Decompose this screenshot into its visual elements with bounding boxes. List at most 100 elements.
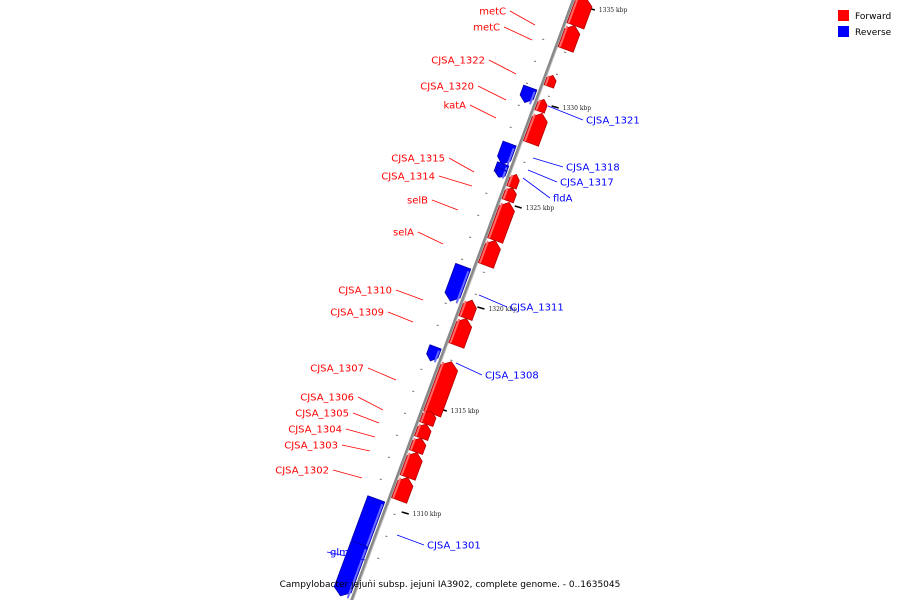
gene-label-2[interactable]: CJSA_1322 — [431, 56, 517, 75]
minor-tick — [468, 236, 472, 239]
gene-body — [333, 540, 369, 597]
gene-arrow[interactable] — [566, 0, 593, 30]
gene-arrow[interactable] — [477, 239, 501, 269]
gene-label-0[interactable]: metC — [479, 7, 536, 26]
gene-label-8[interactable]: fldA — [522, 177, 573, 205]
gene-arrow[interactable] — [495, 166, 508, 179]
gene-label-7[interactable]: CJSA_1317 — [527, 169, 614, 189]
gene-name: CJSA_1307 — [310, 364, 364, 375]
gene-arrow[interactable] — [408, 437, 427, 456]
gene-name: glmS — [330, 548, 355, 559]
leader-line — [326, 551, 366, 561]
gene-arrow[interactable] — [522, 112, 548, 147]
gene-shade — [410, 438, 416, 451]
gene-arrow[interactable] — [534, 98, 548, 114]
legend-label: Reverse — [855, 28, 892, 38]
gene-arrow[interactable] — [444, 262, 472, 304]
genome-backbone — [350, 0, 576, 600]
leader-line — [527, 169, 558, 183]
gene-arrow[interactable] — [391, 476, 414, 504]
gene-label-22[interactable]: CJSA_1302 — [275, 466, 363, 479]
gene-arrow[interactable] — [501, 187, 517, 204]
gene-arrow[interactable] — [506, 173, 520, 190]
gene-arrow[interactable] — [448, 317, 473, 349]
gene-label-12[interactable]: selA — [393, 228, 444, 245]
legend-swatch — [838, 10, 849, 21]
minor-tick — [485, 192, 488, 195]
leader-line — [332, 469, 363, 479]
tick-label: 1320 kbp — [488, 306, 517, 313]
gene-label-19[interactable]: CJSA_1305 — [295, 409, 380, 424]
leader-line — [352, 412, 380, 424]
gene-shade — [524, 113, 536, 142]
tick-label: 1325 kbp — [526, 205, 555, 212]
gene-shade — [459, 300, 467, 317]
gene-label-6[interactable]: CJSA_1318 — [532, 157, 620, 174]
gene-arrow[interactable] — [497, 140, 517, 167]
legend-item-reverse: Reverse — [838, 26, 892, 38]
minor-tick — [395, 434, 399, 437]
gene-label-23[interactable]: CJSA_1301 — [396, 534, 481, 552]
backbone-highlight — [352, 0, 576, 600]
gene-shade — [449, 318, 460, 344]
gene-label-15[interactable]: CJSA_1309 — [330, 308, 414, 323]
gene-label-13[interactable]: CJSA_1311 — [478, 294, 564, 314]
gene-label-24[interactable]: glmS — [326, 548, 366, 561]
gene-name: CJSA_1306 — [300, 393, 354, 404]
gene-name: CJSA_1304 — [288, 425, 342, 436]
leader-line — [532, 157, 564, 168]
gene-name: CJSA_1309 — [330, 308, 384, 319]
gene-label-20[interactable]: CJSA_1304 — [288, 425, 376, 438]
gene-label-11[interactable]: selB — [407, 196, 459, 211]
minor-tick — [412, 390, 415, 393]
gene-arrow[interactable] — [557, 24, 581, 53]
gene-shade — [558, 25, 569, 48]
tick-mark — [551, 105, 559, 109]
leader-line — [503, 26, 533, 41]
minor-tick — [509, 126, 512, 129]
legend-swatch — [838, 26, 849, 37]
gene-shade — [364, 504, 384, 552]
minor-tick — [368, 579, 372, 582]
gene-name: CJSA_1317 — [560, 178, 614, 189]
gene-label-16[interactable]: CJSA_1308 — [455, 362, 539, 382]
gene-label-10[interactable]: CJSA_1314 — [381, 172, 473, 187]
minor-tick — [420, 368, 423, 371]
gene-shade — [501, 171, 506, 179]
leader-line — [522, 177, 551, 199]
gene-shade — [502, 187, 509, 200]
leader-line — [367, 367, 397, 381]
gene-body — [522, 112, 548, 147]
gene-name: fldA — [553, 194, 573, 205]
gene-label-1[interactable]: metC — [473, 23, 533, 41]
gene-label-4[interactable]: katA — [443, 101, 497, 119]
gene-name: CJSA_1305 — [295, 409, 349, 420]
gene-label-18[interactable]: CJSA_1306 — [300, 393, 384, 411]
gene-arrow[interactable] — [458, 299, 477, 322]
gene-arrow[interactable] — [333, 540, 369, 599]
gene-label-3[interactable]: CJSA_1320 — [420, 82, 507, 101]
gene-labels: metC metC CJSA_1322 CJSA_1320 katA CJSA_1321 C… — [275, 7, 640, 561]
leader-line — [448, 157, 475, 173]
minor-tick — [385, 535, 388, 538]
minor-tick — [533, 60, 537, 63]
leader-line — [387, 311, 414, 323]
minor-tick — [450, 359, 453, 362]
gene-arrow[interactable] — [519, 84, 538, 105]
tick-mark — [401, 511, 409, 515]
gene-shade — [535, 99, 541, 111]
gene-arrow[interactable] — [543, 74, 557, 89]
tick-mark — [477, 306, 485, 310]
gene-shade — [455, 271, 470, 304]
gene-shade — [424, 361, 445, 412]
gene-arrow[interactable] — [426, 344, 442, 363]
gene-label-9[interactable]: CJSA_1315 — [391, 154, 475, 173]
gene-shade — [567, 0, 579, 24]
gene-label-21[interactable]: CJSA_1303 — [284, 441, 371, 452]
gene-label-5[interactable]: CJSA_1321 — [547, 105, 640, 127]
gene-label-14[interactable]: CJSA_1310 — [338, 286, 424, 301]
gene-shade — [392, 477, 402, 499]
gene-shade — [544, 75, 550, 86]
gene-name: CJSA_1315 — [391, 154, 445, 165]
gene-label-17[interactable]: CJSA_1307 — [310, 364, 397, 381]
